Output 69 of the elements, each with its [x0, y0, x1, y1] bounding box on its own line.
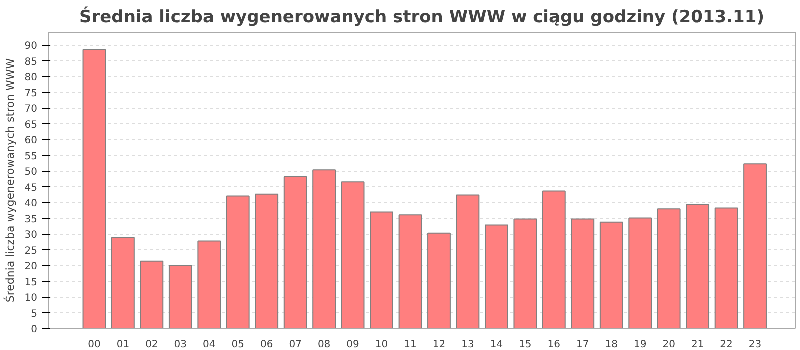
x-tick-label: 18	[605, 340, 618, 350]
y-axis-title: Średnia liczba wygenerowanych stron WWW	[2, 58, 17, 303]
bar	[744, 164, 767, 328]
x-tick-label: 11	[404, 340, 417, 350]
x-tick-label: 09	[346, 340, 360, 350]
bar	[714, 208, 738, 328]
x-tick-label: 10	[375, 340, 388, 350]
y-tick-label: 40	[24, 198, 38, 210]
bar	[284, 176, 308, 328]
y-tick-label: 90	[24, 41, 38, 52]
x-tick-label: 15	[519, 340, 532, 350]
bar	[255, 194, 279, 328]
bar	[514, 218, 538, 328]
x-tick-label: 13	[462, 340, 474, 350]
x-tick-label: 12	[432, 340, 446, 350]
x-tick-label: 21	[691, 340, 704, 350]
y-tick-label: 65	[24, 120, 38, 131]
x-tick-label: 04	[203, 340, 216, 350]
bar	[168, 265, 192, 328]
x-tick-label: 20	[662, 340, 676, 350]
x-tick-label: 00	[88, 340, 101, 350]
bar	[198, 240, 222, 328]
x-tick-label: 02	[146, 340, 158, 350]
y-tick-label: 20	[24, 262, 38, 273]
y-tick-label: 55	[24, 151, 38, 162]
x-tick-label: 22	[720, 340, 733, 350]
y-tick-label: 25	[24, 246, 38, 257]
y-tick-label: 5	[31, 308, 38, 320]
x-tick-label: 17	[576, 340, 590, 350]
bar	[398, 214, 422, 328]
x-tick-label: 06	[260, 340, 274, 350]
bar	[686, 204, 710, 328]
bar	[628, 218, 652, 328]
y-tick-label: 70	[24, 104, 38, 116]
bar	[82, 49, 106, 328]
y-tick-label: 45	[24, 182, 38, 194]
y-tick-label: 80	[24, 72, 38, 84]
bar	[571, 218, 595, 328]
bar	[341, 182, 365, 328]
y-tick-label: 85	[24, 56, 38, 68]
y-tick-label: 75	[24, 88, 38, 100]
y-tick-label: 35	[24, 214, 38, 226]
x-tick-label: 08	[318, 340, 331, 350]
y-tick-label: 30	[24, 230, 38, 242]
x-tick-label: 01	[116, 340, 130, 350]
bar	[542, 190, 566, 328]
y-tick-label: 0	[31, 324, 38, 336]
bar	[428, 232, 451, 328]
x-tick-label: 23	[748, 340, 762, 350]
x-tick-label: 19	[634, 340, 647, 350]
bar	[600, 222, 624, 328]
y-tick-label: 10	[24, 293, 38, 304]
chart-title: Średnia liczba wygenerowanych stron WWW w ciągu godziny (2013.11)	[80, 6, 764, 28]
y-tick-label: 60	[24, 136, 38, 147]
bar	[226, 196, 250, 328]
x-tick-label: 05	[232, 340, 244, 350]
bar	[370, 212, 394, 328]
x-tick-label: 16	[548, 340, 561, 350]
bar	[456, 194, 480, 328]
bar	[484, 224, 508, 328]
y-tick-label: 15	[24, 277, 38, 288]
bar	[111, 237, 135, 328]
bar	[312, 170, 336, 328]
x-tick-label: 07	[289, 340, 302, 350]
x-tick-label: 14	[490, 340, 504, 350]
y-tick-label: 50	[24, 167, 38, 178]
bar	[140, 260, 164, 328]
bar	[657, 208, 681, 328]
x-tick-label: 03	[174, 340, 188, 350]
